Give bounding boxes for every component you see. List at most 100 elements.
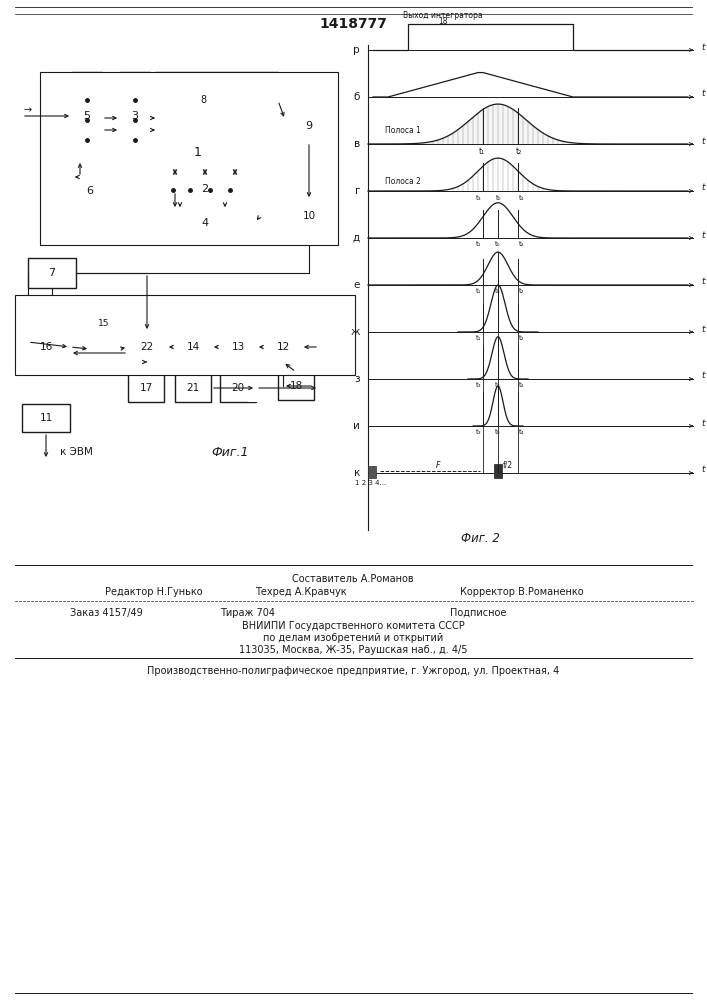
Text: t: t: [701, 136, 705, 145]
Text: t: t: [701, 42, 705, 51]
Text: к: к: [354, 468, 360, 478]
Bar: [120, 72, 150, 160]
Text: t: t: [701, 418, 705, 428]
Text: t₁: t₁: [477, 241, 481, 247]
Text: б: б: [354, 92, 360, 102]
Bar: [155, 177, 255, 202]
Text: t₁: t₁: [477, 288, 481, 294]
Text: 1: 1: [194, 145, 202, 158]
Text: 6: 6: [86, 186, 93, 196]
Text: 1 2 3 4...: 1 2 3 4...: [356, 480, 387, 486]
Text: t₂: t₂: [516, 146, 522, 155]
Bar: [265, 332, 301, 362]
Text: t: t: [701, 466, 705, 475]
Bar: [128, 332, 166, 362]
Text: Полоса 1: Полоса 1: [385, 126, 421, 135]
Text: ж: ж: [351, 327, 360, 337]
Text: Редактор Н.Гунько: Редактор Н.Гунько: [105, 587, 203, 597]
Text: и: и: [353, 421, 360, 431]
Text: 8: 8: [200, 95, 206, 105]
Text: 10: 10: [303, 211, 315, 221]
Text: 2: 2: [201, 184, 209, 194]
Bar: [90, 330, 103, 368]
Bar: [60, 177, 120, 205]
Text: →: →: [24, 105, 32, 115]
Text: t₄: t₄: [519, 382, 525, 388]
Text: F: F: [436, 460, 440, 470]
Text: t₃: t₃: [477, 429, 481, 435]
Text: t: t: [701, 231, 705, 239]
Text: t₄: t₄: [519, 195, 525, 201]
Text: 18: 18: [438, 17, 448, 26]
Text: 21: 21: [187, 383, 199, 393]
Text: 9: 9: [305, 121, 312, 131]
Bar: [175, 374, 211, 402]
Text: 22: 22: [141, 342, 153, 352]
Text: t₁: t₁: [479, 146, 485, 155]
Text: по делам изобретений и открытий: по делам изобретений и открытий: [263, 633, 443, 643]
Text: 20: 20: [231, 383, 245, 393]
Bar: [220, 332, 256, 362]
Text: 14: 14: [187, 342, 199, 352]
Text: t₃: t₃: [477, 382, 481, 388]
Text: Подписное: Подписное: [450, 608, 506, 618]
Text: 15: 15: [98, 318, 110, 328]
Text: з: з: [354, 374, 360, 384]
Text: Производственно-полиграфическое предприятие, г. Ужгород, ул. Проектная, 4: Производственно-полиграфическое предприя…: [147, 666, 559, 676]
Text: 4: 4: [201, 218, 209, 228]
Bar: [155, 72, 278, 167]
Bar: [368, 466, 376, 478]
Bar: [15, 295, 355, 375]
Text: 7: 7: [49, 268, 56, 278]
Text: t₀: t₀: [495, 288, 501, 294]
Text: Фиг.1: Фиг.1: [211, 446, 249, 458]
Text: t₀: t₀: [495, 429, 501, 435]
Text: t: t: [701, 184, 705, 192]
Bar: [22, 404, 70, 432]
Bar: [285, 110, 333, 142]
Text: 13: 13: [231, 342, 245, 352]
Bar: [285, 200, 333, 232]
Text: д: д: [353, 233, 360, 243]
Text: 18: 18: [289, 381, 303, 391]
Bar: [72, 72, 102, 160]
Text: р: р: [354, 45, 360, 55]
Text: Полоса 2: Полоса 2: [385, 177, 421, 186]
Text: е: е: [354, 280, 360, 290]
Text: к ЭВМ: к ЭВМ: [59, 447, 93, 457]
Bar: [494, 464, 502, 478]
Bar: [278, 372, 314, 400]
Bar: [40, 72, 338, 245]
Text: Заказ 4157/49: Заказ 4157/49: [70, 608, 143, 618]
Bar: [106, 330, 119, 368]
Bar: [248, 374, 270, 402]
Text: 3: 3: [132, 111, 139, 121]
Text: 12: 12: [276, 342, 290, 352]
Bar: [210, 90, 232, 110]
Text: 5: 5: [83, 111, 90, 121]
Text: 17: 17: [139, 383, 153, 393]
Bar: [220, 374, 256, 402]
Text: ВНИИПИ Государственного комитета СССР: ВНИИПИ Государственного комитета СССР: [242, 621, 464, 631]
Text: t: t: [701, 90, 705, 99]
Text: t₂: t₂: [519, 288, 525, 294]
Text: Выход интегратора: Выход интегратора: [403, 11, 483, 20]
Bar: [155, 210, 255, 235]
Text: 113035, Москва, Ж-35, Раушская наб., д. 4/5: 113035, Москва, Ж-35, Раушская наб., д. …: [239, 645, 467, 655]
Text: t₁: t₁: [477, 335, 481, 341]
Bar: [28, 258, 76, 288]
Text: Составитель А.Романов: Составитель А.Романов: [292, 574, 414, 584]
Text: Фиг. 2: Фиг. 2: [460, 532, 499, 544]
Text: в: в: [354, 139, 360, 149]
Text: 1418777: 1418777: [319, 17, 387, 31]
Bar: [256, 374, 270, 402]
Text: t₃: t₃: [477, 195, 481, 201]
Text: f/2: f/2: [503, 460, 513, 470]
Text: Техред А.Кравчук: Техред А.Кравчук: [255, 587, 346, 597]
Text: t₀: t₀: [496, 195, 502, 201]
Text: Тираж 704: Тираж 704: [220, 608, 275, 618]
Text: t₀: t₀: [495, 382, 501, 388]
Text: t₀: t₀: [495, 241, 501, 247]
Bar: [22, 332, 70, 362]
Text: 16: 16: [40, 342, 52, 352]
